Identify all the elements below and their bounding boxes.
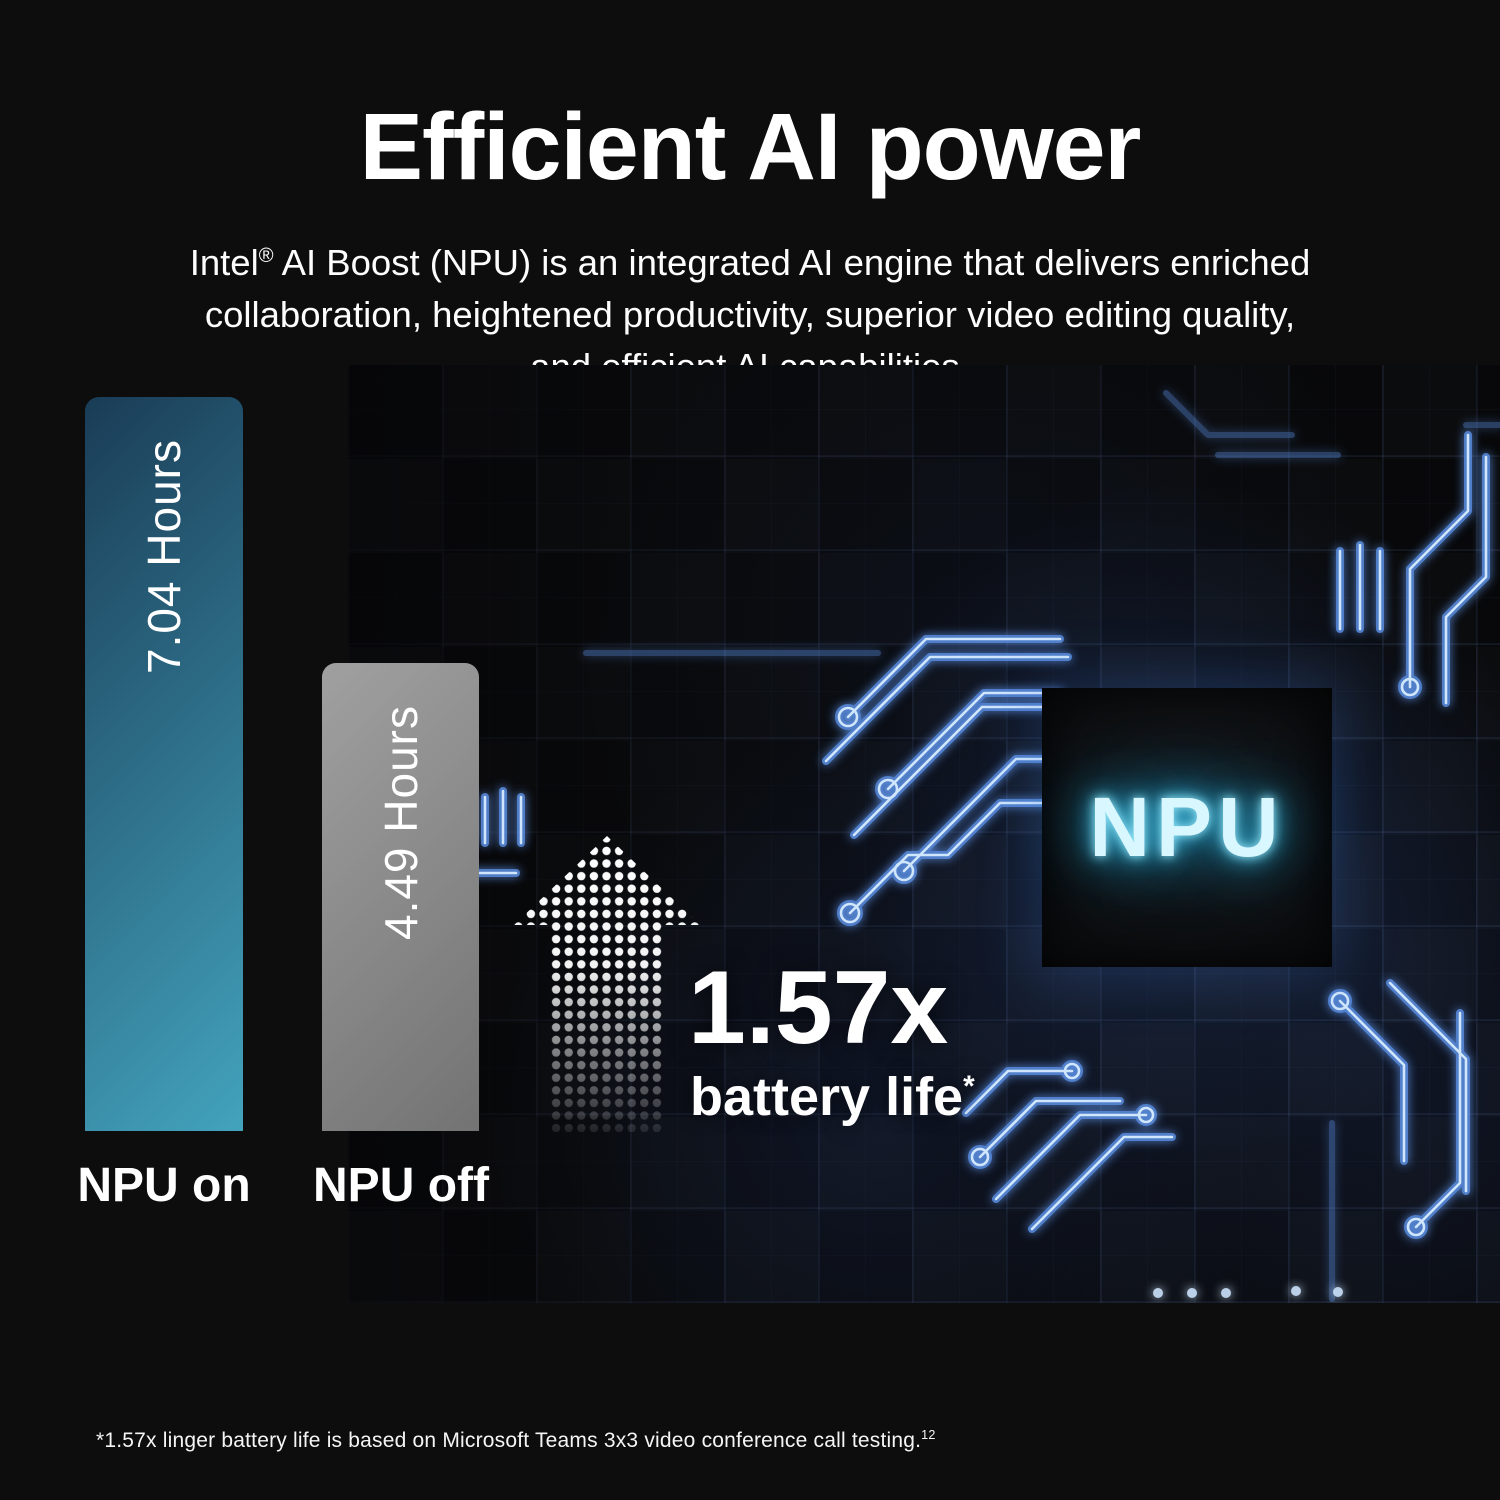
battery-life-asterisk: *: [963, 1070, 975, 1103]
circuit-board-background: [348, 365, 1500, 1303]
subtitle-intel: Intel: [189, 242, 259, 284]
page-title: Efficient AI power: [359, 94, 1142, 200]
bar-npu-off: 4.49 Hours: [322, 663, 479, 1131]
registered-mark: ®: [258, 245, 274, 267]
footnote-superscript: 12: [921, 1428, 936, 1442]
subtitle-line-1-rest: AI Boost (NPU) is an integrated AI engin…: [273, 242, 1311, 284]
bar-npu-on: 7.04 Hours: [85, 397, 243, 1131]
npu-chip: NPU: [1042, 688, 1332, 967]
battery-life-label: battery life*: [690, 1066, 975, 1128]
circuit-traces-graphic: [348, 365, 1500, 1303]
footnote: *1.57x linger battery life is based on M…: [96, 1428, 936, 1453]
battery-life-text: battery life: [690, 1067, 964, 1127]
bar-npu-on-value: 7.04 Hours: [138, 439, 190, 675]
bar-label-npu-off: NPU off: [313, 1159, 489, 1212]
footnote-text: *1.57x linger battery life is based on M…: [96, 1429, 922, 1452]
bar-label-npu-on: NPU on: [77, 1159, 251, 1212]
subtitle-line-2: collaboration, heightened productivity, …: [204, 294, 1296, 336]
subtitle-line-1: Intel® AI Boost (NPU) is an integrated A…: [0, 230, 1500, 289]
bar-npu-off-value: 4.49 Hours: [374, 705, 427, 941]
npu-chip-label: NPU: [1089, 780, 1285, 874]
dotted-up-arrow-icon: [514, 836, 700, 1132]
multiplier-value: 1.57x: [688, 950, 949, 1066]
